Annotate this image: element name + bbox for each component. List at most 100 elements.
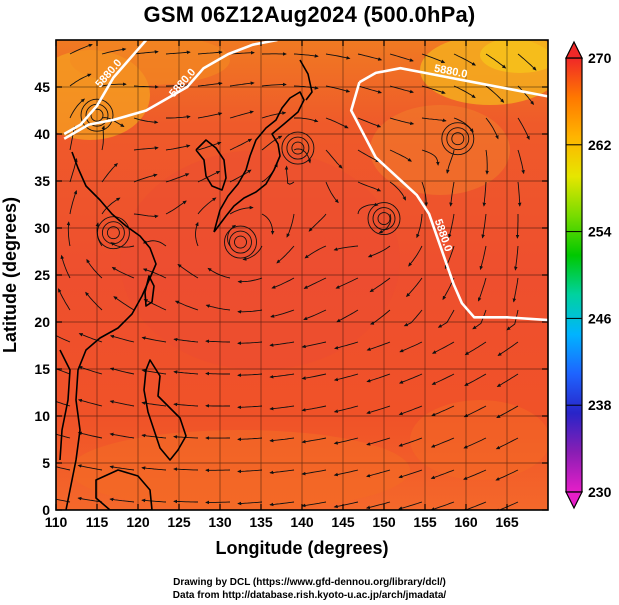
wind-arrow — [197, 170, 221, 183]
wind-arrow — [366, 341, 391, 351]
coastlines — [59, 59, 313, 510]
credit-line-data: Data from http://database.rish.kyoto-u.a… — [172, 590, 447, 601]
wind-arrow — [269, 469, 295, 475]
wind-arrow — [357, 117, 382, 128]
wind-arrow — [399, 341, 423, 353]
wind-arrow — [197, 50, 223, 55]
x-tick-label: 150 — [372, 514, 396, 530]
wind-arrow — [101, 82, 127, 87]
wind-arrow — [463, 405, 487, 418]
wind-arrow — [325, 117, 349, 129]
wind-arrow — [229, 81, 255, 87]
coastline-taiwan — [144, 275, 155, 307]
wind-arrow — [269, 373, 295, 379]
wind-arrow — [333, 245, 359, 251]
wind-arrow — [357, 53, 383, 61]
wind-arrow — [303, 277, 327, 289]
wind-arrow — [453, 53, 476, 66]
wind-arrow — [405, 277, 423, 298]
vortex-ring — [224, 225, 257, 259]
wind-arrow — [334, 341, 359, 350]
wind-arrow — [517, 85, 535, 106]
wind-arrow — [421, 117, 447, 123]
wind-arrow — [366, 373, 391, 383]
wind-arrow — [205, 500, 231, 505]
contour-line — [63, 40, 278, 140]
wind-arrow — [294, 117, 319, 123]
wind-arrow — [111, 266, 135, 279]
y-tick-label: 40 — [34, 126, 50, 142]
wind-arrow — [485, 53, 507, 69]
wind-arrow — [286, 213, 295, 238]
x-tick-label: 115 — [86, 514, 109, 530]
wind-arrow — [229, 138, 253, 151]
y-tick-label: 0 — [42, 502, 50, 518]
wind-arrow — [416, 213, 423, 239]
cool-patch — [120, 150, 400, 370]
wind-arrow — [69, 43, 93, 55]
wind-arrow — [69, 125, 76, 151]
x-tick-label: 145 — [331, 514, 355, 530]
wind-arrow — [293, 148, 312, 164]
colorbar-tick-label: 262 — [588, 137, 612, 153]
wind-arrow — [66, 221, 71, 247]
y-tick-label: 5 — [42, 455, 50, 471]
wind-arrow — [142, 240, 167, 247]
wind-arrow — [58, 288, 71, 311]
wind-arrow — [430, 501, 455, 510]
wind-arrow — [403, 309, 423, 327]
wind-arrow — [336, 309, 359, 323]
wind-arrow — [113, 296, 135, 311]
wind-arrow — [357, 181, 382, 192]
wind-arrow — [69, 98, 85, 119]
wind-arrow — [197, 141, 222, 151]
wind-arrow — [325, 53, 351, 60]
wind-arrow — [237, 405, 263, 410]
wind-arrow — [398, 373, 423, 384]
wind-arrow — [109, 432, 135, 439]
wind-arrow — [430, 437, 455, 448]
contour-line — [63, 40, 148, 136]
lat-lon-grid — [56, 40, 548, 510]
colorbar-bottom-arrow — [565, 491, 583, 510]
wind-arrow — [77, 398, 103, 407]
wind-arrow — [482, 181, 487, 207]
wind-arrow — [143, 299, 167, 311]
vortex-ring — [96, 216, 130, 250]
wind-arrow — [303, 309, 327, 320]
wind-arrow — [77, 464, 103, 471]
wind-arrow — [333, 405, 359, 413]
wind-arrow — [325, 149, 343, 169]
wind-arrow — [77, 431, 103, 439]
coastline-korea — [195, 139, 227, 191]
wind-arrow — [205, 304, 231, 311]
colorbar-tick-label: 238 — [588, 397, 612, 413]
wind-arrow — [333, 437, 359, 445]
coastline-indochina — [59, 349, 71, 461]
coastline-philippines — [143, 359, 187, 461]
wind-arrow — [463, 469, 487, 480]
wind-arrow — [109, 334, 135, 343]
wind-arrow — [109, 400, 135, 407]
colorbar-tick-label: 270 — [588, 50, 612, 66]
wind-arrow — [431, 341, 455, 354]
colorbar-tick-label: 254 — [588, 224, 612, 240]
wind-arrow — [56, 498, 71, 503]
wind-arrow — [464, 341, 487, 356]
wind-arrow — [408, 245, 423, 267]
wind-arrow — [141, 336, 167, 343]
colorbar-body — [565, 57, 583, 493]
wind-arrow — [261, 82, 287, 87]
wind-arrow — [60, 254, 71, 279]
wind-arrow — [237, 469, 263, 474]
wind-arrow — [517, 181, 522, 207]
wind-arrow — [398, 405, 423, 416]
wind-arrow — [369, 309, 391, 325]
wind-arrow — [421, 53, 446, 63]
y-tick-label: 45 — [34, 79, 50, 95]
x-tick-label: 155 — [413, 514, 437, 530]
wind-arrow — [166, 83, 191, 87]
contour-line — [358, 66, 548, 98]
